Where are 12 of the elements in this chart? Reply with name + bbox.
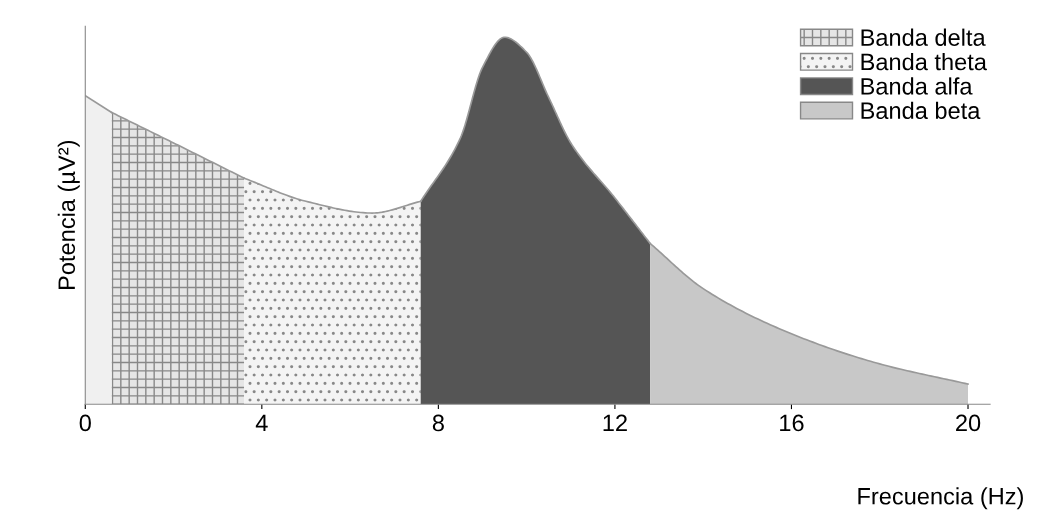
legend-label: Banda alfa <box>861 77 973 95</box>
x-tick-label: 12 <box>603 414 627 432</box>
x-tick-label: 0 <box>79 414 91 432</box>
legend-label: Banda beta <box>861 101 981 120</box>
x-tick-label: 16 <box>780 414 804 432</box>
legend-label: Banda delta <box>861 28 986 46</box>
x-tick-label: 8 <box>432 414 444 432</box>
x-tick-label: 4 <box>255 414 268 432</box>
x-axis-title: Frecuencia (Hz) <box>858 487 1023 510</box>
legend-label: Banda theta <box>861 52 987 71</box>
y-axis-title: Potencia (µV²) <box>57 141 80 289</box>
x-tick-label: 20 <box>956 414 981 432</box>
